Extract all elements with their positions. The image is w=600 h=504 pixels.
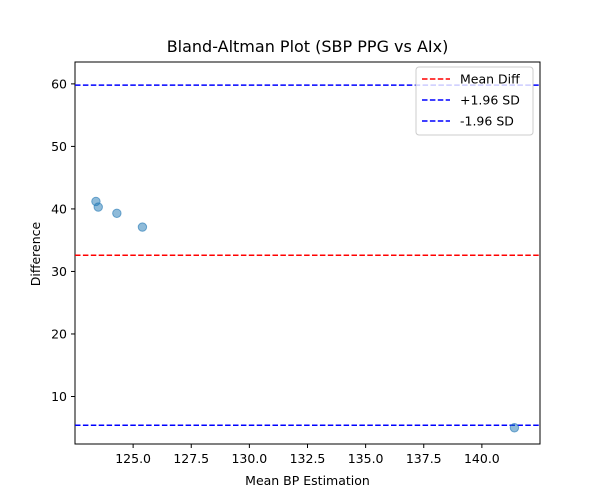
x-tick-label: 137.5	[406, 451, 442, 466]
data-point	[137, 222, 148, 232]
legend-label: -1.96 SD	[460, 114, 514, 129]
data-point	[509, 423, 520, 433]
legend-label: +1.96 SD	[460, 93, 520, 108]
x-tick-label: 140.0	[464, 451, 500, 466]
y-tick-label: 30	[51, 264, 67, 279]
chart-title: Bland-Altman Plot (SBP PPG vs AIx)	[167, 37, 449, 56]
y-axis-label: Difference	[28, 221, 43, 286]
x-tick-label: 125.0	[115, 451, 151, 466]
x-axis-label: Mean BP Estimation	[245, 473, 370, 488]
data-points	[91, 196, 520, 433]
y-tick-label: 50	[51, 139, 67, 154]
y-tick-label: 60	[51, 76, 67, 91]
y-axis: 10 20 30 40 50 60	[51, 76, 75, 404]
data-point	[112, 208, 122, 218]
x-axis: 125.0 127.5 130.0 132.5 135.0 137.5 140.0	[115, 444, 500, 466]
legend-box	[415, 66, 534, 136]
legend-label: Mean Diff	[460, 72, 520, 87]
x-tick-label: 135.0	[348, 451, 384, 466]
y-tick-label: 40	[51, 201, 67, 216]
x-tick-label: 130.0	[231, 451, 267, 466]
y-tick-label: 10	[51, 389, 67, 404]
x-tick-label: 132.5	[290, 451, 326, 466]
x-tick-label: 127.5	[173, 451, 209, 466]
data-point	[93, 202, 103, 212]
y-tick-label: 20	[51, 326, 67, 341]
legend: Mean Diff +1.96 SD -1.96 SD	[415, 66, 534, 136]
